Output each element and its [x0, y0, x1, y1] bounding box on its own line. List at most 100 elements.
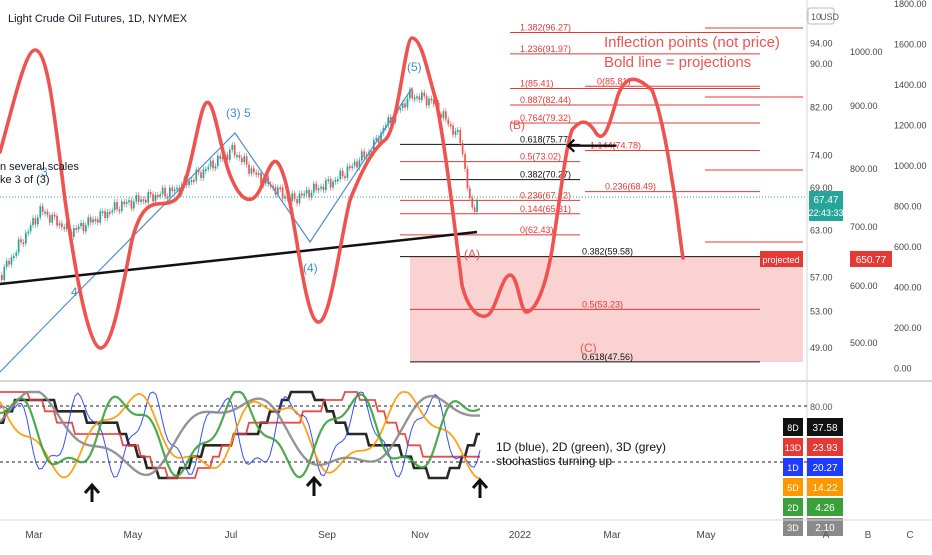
candle-body: [61, 223, 63, 228]
candle-body: [320, 186, 322, 189]
candle-body: [327, 179, 330, 182]
candle-body: [219, 155, 222, 159]
time-axis-tick: Sep: [318, 530, 336, 541]
candle-body: [32, 218, 34, 226]
fib-label: 0.382(59.58): [582, 247, 633, 257]
candle-body: [430, 98, 433, 101]
stoch-series-value: 14.22: [812, 483, 837, 494]
candle-body: [358, 160, 361, 168]
candle-body: [34, 218, 37, 225]
currency-label: USD: [820, 12, 840, 22]
candle-body: [334, 179, 337, 182]
candle-body: [65, 222, 68, 229]
candle-body: [118, 209, 121, 212]
axis-far-tick: 400.00: [894, 283, 922, 293]
stoch-value-tag: [807, 418, 843, 436]
candle-body: [406, 98, 409, 108]
annotation-bold: Bold line = projections: [604, 54, 751, 71]
candle-body: [418, 96, 421, 101]
left-note-2: ke 3 of (3): [0, 174, 50, 186]
axis-price-tick: 82.00: [810, 102, 833, 112]
axis-far-tick: 1800.00: [894, 0, 927, 9]
candle-body: [152, 194, 154, 202]
candle-body: [116, 202, 118, 210]
fib-label: 0.764(79.32): [520, 113, 571, 123]
candle-body: [447, 119, 450, 125]
candle-body: [277, 187, 279, 195]
time-axis-tick: May: [697, 530, 716, 541]
candle-body: [291, 193, 294, 201]
price-axis-right[interactable]: 94.00 90.00 82.00 74.00 69.00 63.00 57.00 53.00…: [760, 0, 932, 520]
axis-mid-labels: 1000.00 900.00 800.00 700.00 600.00 500.00: [850, 47, 883, 348]
time-axis-labels: Mar May Jul Sep Nov 2022 Mar May: [25, 530, 715, 541]
fib-label: 0.618(47.56): [582, 352, 633, 362]
candle-body: [97, 219, 99, 223]
candle-body: [130, 200, 133, 209]
stoch-tick-80: 80.00: [810, 402, 833, 412]
candle-body: [10, 257, 13, 265]
candle-body: [473, 207, 476, 212]
candle-body: [212, 160, 214, 169]
left-note-1: n several scales: [0, 161, 79, 173]
wave-label-4-paren: (4): [303, 261, 318, 275]
candle-body: [1, 275, 3, 280]
candle-body: [193, 180, 195, 183]
stochastics-note-2: stochastics turning up: [496, 454, 612, 468]
candle-body: [315, 183, 318, 190]
stoch-series-value: 37.58: [812, 423, 837, 434]
fib-label: 0.5(73.02): [520, 152, 561, 162]
wave-label-a: (A): [464, 247, 480, 261]
axis-mid-tick: 800.00: [850, 164, 878, 174]
candle-body: [92, 219, 94, 223]
candle-body: [137, 195, 140, 202]
candle-body: [161, 187, 164, 195]
time-axis[interactable]: Mar May Jul Sep Nov 2022 Mar May A B C: [0, 519, 932, 541]
candle-body: [416, 96, 418, 99]
candle-body: [164, 187, 166, 197]
candle-body: [281, 187, 284, 199]
candle-body: [464, 154, 466, 169]
fib-label: 0.144(65.31): [520, 204, 571, 214]
candle-body: [173, 189, 176, 192]
stoch-series-tag: [783, 498, 803, 516]
stochastics-pane[interactable]: 80.00 8D 37.58 13D 23.93 1D 20.27 5D 14.22 2D 4.2…: [0, 390, 843, 536]
corner-button-b[interactable]: B: [865, 530, 872, 541]
candle-body: [461, 143, 464, 155]
candle-body: [305, 189, 308, 194]
candle-body: [80, 222, 82, 227]
candle-body: [301, 193, 303, 196]
candle-body: [166, 196, 169, 199]
candle-body: [233, 144, 236, 156]
countdown: 22:43:33: [808, 208, 843, 218]
candle-body: [440, 114, 442, 119]
candle-body: [284, 196, 286, 199]
currency-badge[interactable]: [807, 7, 835, 25]
stoch-series-name: 1D: [787, 463, 799, 473]
trend-line: [0, 230, 478, 286]
stochastic-line: [0, 390, 481, 479]
candle-body: [337, 179, 339, 182]
candle-body: [89, 217, 92, 223]
candle-body: [188, 180, 190, 185]
axis-far-tick: 1000.00: [894, 161, 927, 171]
candle-body: [147, 192, 150, 203]
candle-body: [5, 260, 8, 267]
stochastic-badges: 8D 37.58 13D 23.93 1D 20.27 5D 14.22 2D 4.26 3D 2.1…: [783, 418, 843, 536]
time-axis-tick: Jul: [225, 530, 238, 541]
candle-body: [145, 199, 147, 203]
candle-body: [445, 111, 447, 120]
candle-body: [310, 192, 313, 198]
axis-far-tick: 1200.00: [894, 121, 927, 131]
corner-button-c[interactable]: C: [906, 530, 913, 541]
projected-label: projected: [762, 255, 799, 265]
candle-body: [209, 160, 212, 167]
fib-label: 0(62.43): [520, 225, 554, 235]
candle-body: [229, 149, 231, 160]
candle-body: [195, 169, 198, 181]
candle-body: [313, 183, 315, 193]
candle-body: [25, 232, 27, 244]
main-pane[interactable]: 1.618(103.58)1.382(96.27)1.236(91.97)1(8…: [0, 0, 807, 380]
corner-button-a[interactable]: A: [823, 530, 830, 541]
candle-body: [238, 155, 241, 158]
